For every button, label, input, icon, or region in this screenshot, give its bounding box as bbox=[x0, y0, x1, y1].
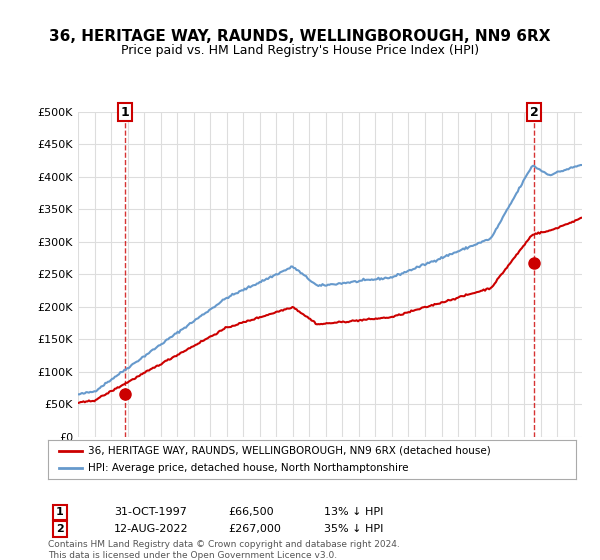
Text: £267,000: £267,000 bbox=[228, 524, 281, 534]
Text: 36, HERITAGE WAY, RAUNDS, WELLINGBOROUGH, NN9 6RX (detached house): 36, HERITAGE WAY, RAUNDS, WELLINGBOROUGH… bbox=[88, 446, 490, 456]
Text: 2: 2 bbox=[56, 524, 64, 534]
Text: 31-OCT-1997: 31-OCT-1997 bbox=[114, 507, 187, 517]
Text: 35% ↓ HPI: 35% ↓ HPI bbox=[324, 524, 383, 534]
Text: 13% ↓ HPI: 13% ↓ HPI bbox=[324, 507, 383, 517]
Text: 12-AUG-2022: 12-AUG-2022 bbox=[114, 524, 188, 534]
Text: 36, HERITAGE WAY, RAUNDS, WELLINGBOROUGH, NN9 6RX: 36, HERITAGE WAY, RAUNDS, WELLINGBOROUGH… bbox=[49, 29, 551, 44]
Text: £66,500: £66,500 bbox=[228, 507, 274, 517]
Text: Price paid vs. HM Land Registry's House Price Index (HPI): Price paid vs. HM Land Registry's House … bbox=[121, 44, 479, 57]
Text: 2: 2 bbox=[530, 105, 539, 119]
Text: 1: 1 bbox=[121, 105, 129, 119]
Text: 1: 1 bbox=[56, 507, 64, 517]
Text: HPI: Average price, detached house, North Northamptonshire: HPI: Average price, detached house, Nort… bbox=[88, 463, 408, 473]
Text: Contains HM Land Registry data © Crown copyright and database right 2024.
This d: Contains HM Land Registry data © Crown c… bbox=[48, 540, 400, 559]
